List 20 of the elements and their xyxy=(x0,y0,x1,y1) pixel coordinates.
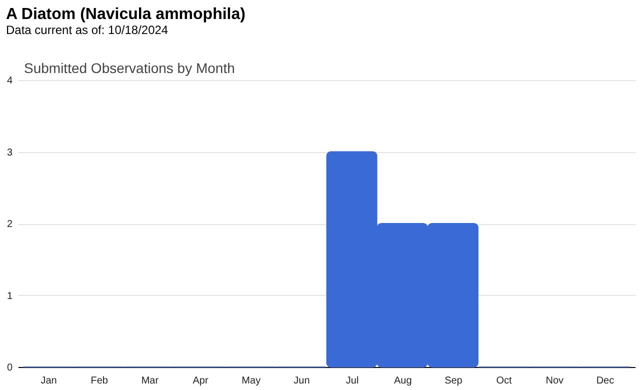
x-tick-label: Sep xyxy=(444,376,463,386)
y-tick-label: 4 xyxy=(6,76,13,86)
y-tick-label: 2 xyxy=(6,219,13,230)
text: Submitted Observations by Month xyxy=(24,60,235,76)
chart-title: A Diatom (Navicula ammophila) xyxy=(6,6,246,23)
x-tick-label: Mar xyxy=(141,376,160,386)
x-tick-label: Aug xyxy=(394,376,412,386)
y-tick-label: 1 xyxy=(6,290,13,302)
x-tick-label: Jan xyxy=(40,376,57,386)
x-tick-label: Jul xyxy=(346,376,359,386)
chart-subtitle: Data current as of: 10/18/2024 xyxy=(6,23,168,37)
x-tick-label: Feb xyxy=(90,376,108,386)
y-tick-label: 3 xyxy=(6,147,13,158)
x-tick-label: May xyxy=(242,376,261,386)
x-tick-label: Apr xyxy=(192,376,209,386)
x-tick-label: Nov xyxy=(546,376,564,386)
x-tick-label: Jun xyxy=(294,376,310,386)
x-tick-label: Dec xyxy=(596,376,614,386)
y-tick-label: 0 xyxy=(6,362,13,374)
x-tick-label: Oct xyxy=(496,376,512,386)
